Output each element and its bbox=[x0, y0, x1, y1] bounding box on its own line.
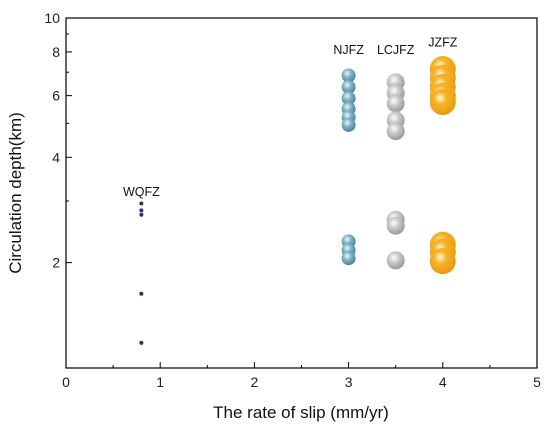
annotations: WQFZ NJFZ LCJFZ JZFZ bbox=[123, 35, 458, 199]
annotation-label: JZFZ bbox=[428, 35, 458, 49]
y-tick-label: 8 bbox=[52, 44, 60, 60]
annotation-label: LCJFZ bbox=[377, 43, 415, 57]
data-point bbox=[341, 251, 356, 266]
y-tick-label: 10 bbox=[44, 10, 60, 26]
y-axis-ticks: 2 4 6 8 10 bbox=[44, 10, 72, 369]
data-point bbox=[341, 80, 356, 95]
y-axis-title: Circulation depth(km) bbox=[6, 112, 25, 274]
data-point bbox=[386, 122, 405, 141]
data-point bbox=[139, 291, 144, 296]
x-axis-title: The rate of slip (mm/yr) bbox=[213, 403, 389, 422]
data-point bbox=[429, 248, 456, 275]
annotation-label: WQFZ bbox=[123, 185, 160, 199]
series-wqfz bbox=[139, 201, 144, 345]
plot-area bbox=[65, 17, 538, 369]
x-tick-label: 2 bbox=[251, 374, 259, 390]
data-point bbox=[139, 340, 144, 345]
data-point bbox=[429, 89, 456, 116]
y-tick-label: 4 bbox=[52, 149, 60, 165]
data-point bbox=[341, 117, 356, 132]
data-point bbox=[341, 91, 356, 106]
annotation-label: NJFZ bbox=[333, 43, 364, 57]
y-tick-label: 6 bbox=[52, 88, 60, 104]
data-point bbox=[386, 94, 405, 113]
series-jzfz bbox=[429, 55, 456, 275]
x-tick-label: 4 bbox=[439, 374, 447, 390]
series-njfz bbox=[341, 68, 356, 266]
x-tick-label: 3 bbox=[345, 374, 353, 390]
y-tick-label: 2 bbox=[52, 255, 60, 271]
x-axis-ticks: 0 1 2 3 4 5 bbox=[62, 362, 541, 390]
data-point bbox=[386, 251, 405, 270]
data-point bbox=[139, 208, 144, 213]
x-tick-label: 1 bbox=[156, 374, 164, 390]
series-lcjfz bbox=[386, 73, 405, 270]
data-point bbox=[341, 68, 356, 83]
data-point bbox=[139, 212, 144, 217]
data-point bbox=[139, 201, 144, 206]
data-points bbox=[139, 55, 456, 345]
x-tick-label: 0 bbox=[62, 374, 70, 390]
data-point bbox=[386, 216, 405, 235]
x-tick-label: 5 bbox=[533, 374, 541, 390]
